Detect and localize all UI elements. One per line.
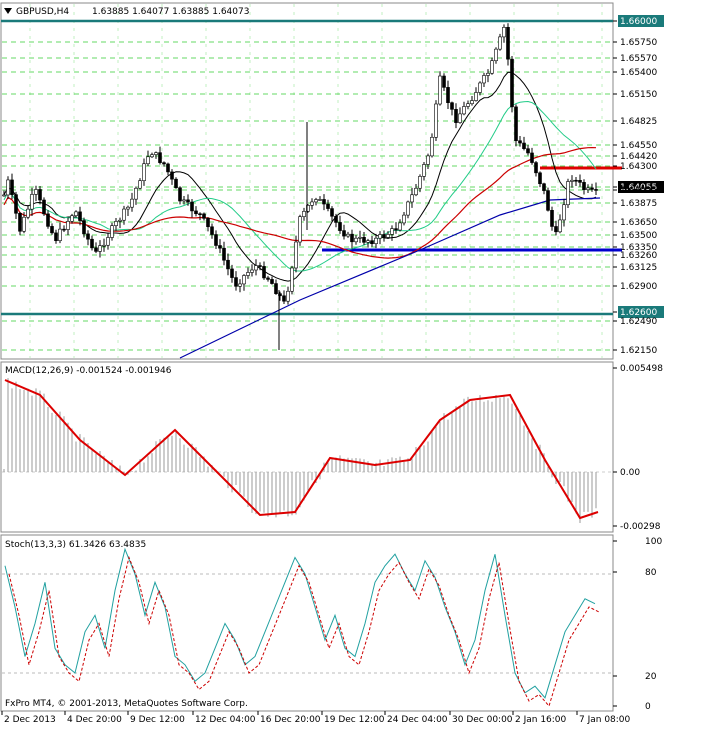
stochastic-indicator — [2, 547, 612, 708]
horizontal-levels[interactable] — [1, 19, 622, 316]
macd-scale-label: 0.005498 — [620, 364, 663, 374]
price-label: 1.62490 — [620, 317, 657, 327]
price-label: 1.65750 — [620, 38, 657, 48]
price-label: 1.65400 — [620, 68, 657, 78]
time-axis: 2 Dec 2013 4 Dec 20:00 9 Dec 12:00 12 Dec 0… — [1, 711, 631, 725]
stoch-axis: 100 80 20 0 — [613, 537, 662, 712]
price-label: 1.64025 — [620, 186, 657, 196]
price-label: 1.63650 — [620, 218, 657, 228]
price-label: 1.63260 — [620, 251, 657, 261]
price-label: 1.66000 — [620, 17, 657, 27]
macd-scale-label: 0.00 — [620, 468, 640, 478]
time-label: 4 Dec 20:00 — [67, 715, 122, 725]
time-label: 16 Dec 20:00 — [260, 715, 321, 725]
price-label: 1.62150 — [620, 346, 657, 356]
time-label: 2 Dec 2013 — [4, 715, 56, 725]
price-label: 1.64055 — [620, 183, 657, 193]
time-label: 19 Dec 12:00 — [324, 715, 385, 725]
stoch-label: Stoch(13,3,3) 61.3426 63.4835 — [5, 540, 146, 550]
copyright-text: FxPro MT4, © 2001-2013, MetaQuotes Softw… — [5, 699, 248, 709]
price-label: 1.64420 — [620, 152, 657, 162]
stoch-scale-label: 80 — [645, 568, 657, 578]
time-label: 24 Dec 04:00 — [387, 715, 448, 725]
collapse-arrow-icon[interactable] — [4, 8, 12, 14]
price-label: 1.65150 — [620, 90, 657, 100]
stoch-scale-label: 100 — [645, 537, 662, 547]
time-label: 7 Jan 08:00 — [579, 715, 631, 725]
price-label: 1.65570 — [620, 54, 657, 64]
price-label: 1.63875 — [620, 199, 657, 209]
macd-indicator — [2, 378, 612, 524]
price-axis: 1.66000 1.65750 1.65570 1.65400 1.65150 1.648… — [613, 15, 664, 356]
price-label: 1.62900 — [620, 282, 657, 292]
stoch-panel[interactable] — [0, 534, 614, 712]
price-label: 1.62600 — [620, 308, 657, 318]
time-label: 12 Dec 04:00 — [195, 715, 256, 725]
price-label: 1.63500 — [620, 231, 657, 241]
price-label: 1.63350 — [620, 243, 657, 253]
macd-label: MACD(12,26,9) -0.001524 -0.001946 — [5, 366, 172, 376]
ohlc-values: 1.63885 1.64077 1.63885 1.64073 — [92, 7, 249, 17]
stoch-scale-label: 20 — [645, 672, 657, 682]
time-label: 2 Jan 16:00 — [515, 715, 567, 725]
price-label: 1.63125 — [620, 263, 657, 273]
macd-scale-label: -0.00298 — [620, 522, 661, 532]
stoch-scale-label: 0 — [645, 702, 651, 712]
macd-panel[interactable] — [0, 361, 614, 533]
symbol-label: GBPUSD,H4 — [16, 7, 69, 17]
price-label: 1.64300 — [620, 162, 657, 172]
macd-axis: 0.005498 0.00 -0.00298 — [613, 364, 663, 532]
time-label: 9 Dec 12:00 — [130, 715, 185, 725]
price-label: 1.64825 — [620, 117, 657, 127]
candlesticks — [2, 23, 598, 350]
time-label: 30 Dec 00:00 — [452, 715, 513, 725]
price-label: 1.64550 — [620, 141, 657, 151]
